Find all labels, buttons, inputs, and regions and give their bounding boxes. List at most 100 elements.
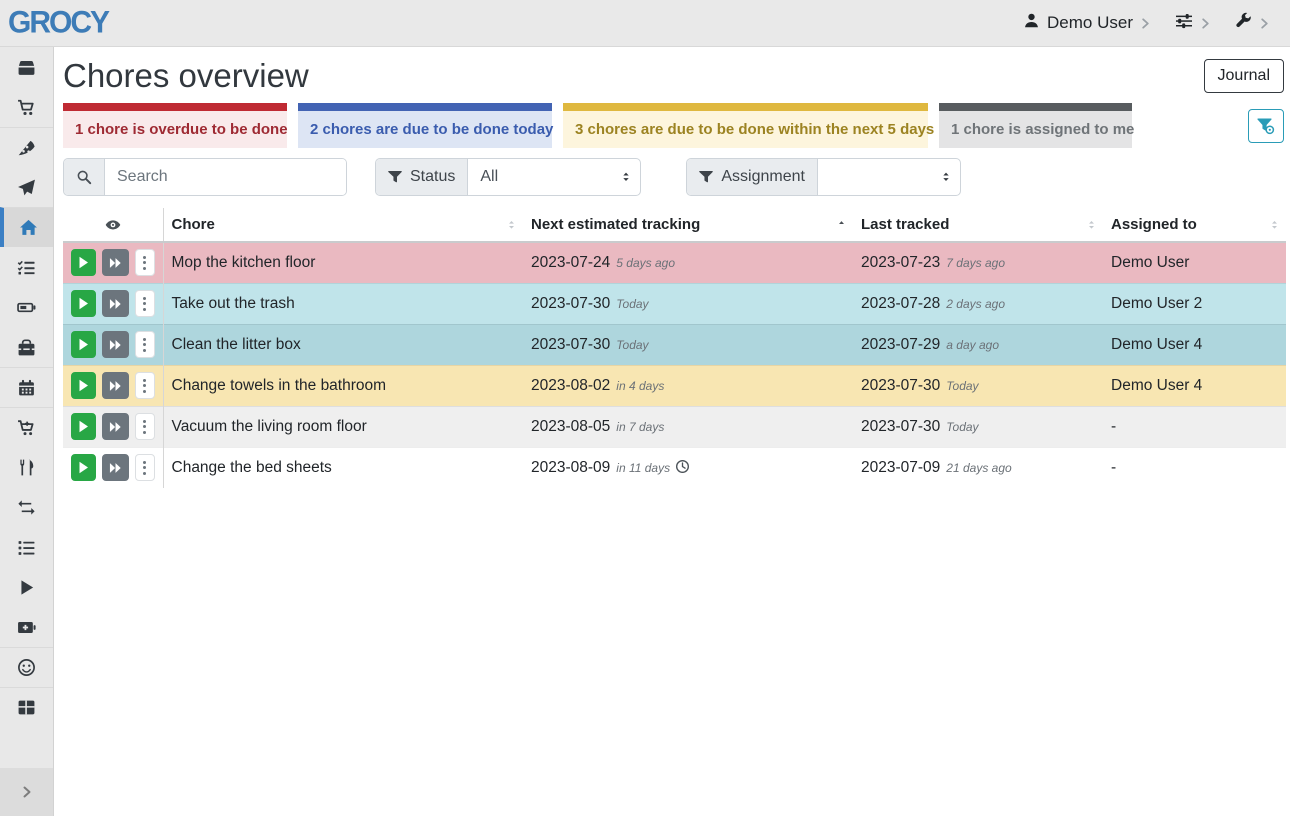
column-header-last-tracked[interactable]: Last tracked — [853, 208, 1103, 244]
sidebar-item-tasks[interactable] — [0, 247, 53, 287]
status-select-value: All — [480, 168, 499, 185]
sidebar-item-userentities[interactable] — [0, 647, 53, 687]
banner-due-today[interactable]: 2 chores are due to be done today — [298, 103, 553, 148]
settings-menu[interactable] — [1175, 12, 1211, 35]
chores-table: Chore Next estimated tracking Last track… — [63, 208, 1286, 489]
sidebar-item-chores-overview[interactable] — [0, 207, 53, 247]
sort-asc-icon — [839, 220, 844, 224]
chevron-right-icon — [1261, 17, 1268, 29]
track-execution-button[interactable] — [71, 454, 96, 482]
sidebar-item-inventory[interactable] — [0, 527, 53, 567]
chore-row: Mop the kitchen floor 2023-07-24 5 days a… — [63, 242, 1286, 284]
select-caret-icon — [943, 172, 949, 181]
sidebar-item-calendar[interactable] — [0, 367, 53, 407]
chore-row: Take out the trash 2023-07-30 Today 2023-… — [63, 282, 1286, 325]
sidebar-item-purchase[interactable] — [0, 407, 53, 447]
fast-forward-icon — [109, 339, 121, 350]
filter-funnel-icon — [388, 170, 402, 182]
last-tracked-relative: 2 days ago — [946, 296, 1006, 311]
track-execution-button[interactable] — [71, 372, 96, 400]
sidebar-item-userfields[interactable] — [0, 687, 53, 727]
row-menu-button[interactable] — [135, 454, 155, 482]
assignment-select[interactable] — [818, 159, 960, 195]
user-menu-label: Demo User — [1047, 13, 1133, 32]
sidebar-item-transfer[interactable] — [0, 487, 53, 527]
sidebar-collapse-toggle[interactable] — [0, 768, 53, 816]
sidebar-item-battery-tracking[interactable] — [0, 607, 53, 647]
shopping-list-icon — [18, 99, 34, 115]
column-header-next-tracking[interactable]: Next estimated tracking — [523, 208, 853, 244]
play-icon — [79, 420, 88, 433]
track-execution-button[interactable] — [71, 331, 96, 359]
banner-assigned-me[interactable]: 1 chore is assigned to me — [939, 103, 1134, 148]
chore-tracking-play-icon — [21, 579, 34, 595]
skip-execution-button[interactable] — [102, 290, 129, 318]
status-select[interactable]: All — [468, 159, 640, 195]
chores-home-icon — [20, 219, 37, 235]
clock-icon — [676, 459, 690, 473]
sidebar-item-consume[interactable] — [0, 447, 53, 487]
row-menu-button[interactable] — [135, 331, 155, 359]
assignment-filter-label: Assignment — [687, 159, 818, 195]
fast-forward-icon — [109, 380, 121, 391]
skip-execution-button[interactable] — [102, 413, 129, 441]
next-tracking-relative: Today — [616, 337, 649, 352]
status-banners: 1 chore is overdue to be done 2 chores a… — [63, 103, 1284, 148]
admin-menu[interactable] — [1235, 12, 1270, 34]
page-title: Chores overview — [63, 57, 309, 94]
meal-plan-paper-plane-icon — [18, 179, 35, 195]
sidebar-item-equipment[interactable] — [0, 327, 53, 367]
row-menu-button[interactable] — [135, 413, 155, 441]
clear-filter-button[interactable] — [1248, 108, 1284, 143]
banner-overdue[interactable]: 1 chore is overdue to be done — [63, 103, 288, 148]
sidebar — [0, 47, 54, 816]
userfields-table-icon — [18, 700, 35, 715]
row-menu-button[interactable] — [135, 372, 155, 400]
tasks-icon — [17, 260, 35, 274]
sidebar-item-chore-tracking[interactable] — [0, 567, 53, 607]
skip-execution-button[interactable] — [102, 454, 129, 482]
last-tracked-date: 2023-07-28 — [861, 294, 941, 312]
track-execution-button[interactable] — [71, 249, 96, 277]
main-content: Chores overview Journal 1 chore is overd… — [55, 47, 1290, 816]
user-menu[interactable]: Demo User — [1023, 12, 1151, 34]
grocy-logo[interactable]: GROCY — [8, 5, 110, 40]
filter-clear-icon — [1257, 117, 1275, 134]
skip-execution-button[interactable] — [102, 372, 129, 400]
fast-forward-icon — [109, 298, 121, 309]
column-header-chore[interactable]: Chore — [163, 208, 523, 244]
track-execution-button[interactable] — [71, 290, 96, 318]
skip-execution-button[interactable] — [102, 249, 129, 277]
last-tracked-relative: 7 days ago — [946, 255, 1006, 270]
recipes-pizza-icon — [18, 140, 35, 156]
last-tracked-date: 2023-07-23 — [861, 253, 941, 271]
chore-name: Clean the litter box — [171, 335, 301, 353]
column-header-assigned-to[interactable]: Assigned to — [1103, 208, 1286, 244]
sidebar-item-recipes[interactable] — [0, 127, 53, 167]
banner-due-soon[interactable]: 3 chores are due to be done within the n… — [563, 103, 934, 148]
sidebar-item-stock[interactable] — [0, 47, 53, 87]
collapse-chevron-icon — [23, 786, 30, 798]
next-tracking-date: 2023-07-30 — [531, 335, 611, 353]
skip-execution-button[interactable] — [102, 331, 129, 359]
last-tracked-relative: a day ago — [946, 337, 1000, 352]
row-menu-button[interactable] — [135, 290, 155, 318]
sidebar-item-batteries[interactable] — [0, 287, 53, 327]
last-tracked-relative: Today — [946, 378, 979, 393]
chore-name: Change towels in the bathroom — [171, 376, 387, 394]
search-input[interactable] — [105, 159, 346, 195]
sidebar-item-meal-plan[interactable] — [0, 167, 53, 207]
consume-utensils-icon — [20, 459, 34, 475]
next-tracking-date: 2023-07-30 — [531, 294, 611, 312]
last-tracked-relative: 21 days ago — [946, 460, 1012, 475]
track-execution-button[interactable] — [71, 413, 96, 441]
filter-funnel-icon — [699, 170, 714, 182]
play-icon — [79, 338, 88, 351]
next-tracking-date: 2023-08-02 — [531, 376, 611, 394]
sidebar-item-shopping-list[interactable] — [0, 87, 53, 127]
row-menu-button[interactable] — [135, 249, 155, 277]
fast-forward-icon — [109, 257, 121, 268]
chore-row: Clean the litter box 2023-07-30 Today 202… — [63, 323, 1286, 366]
search-icon — [77, 170, 92, 185]
journal-button[interactable]: Journal — [1203, 59, 1284, 93]
